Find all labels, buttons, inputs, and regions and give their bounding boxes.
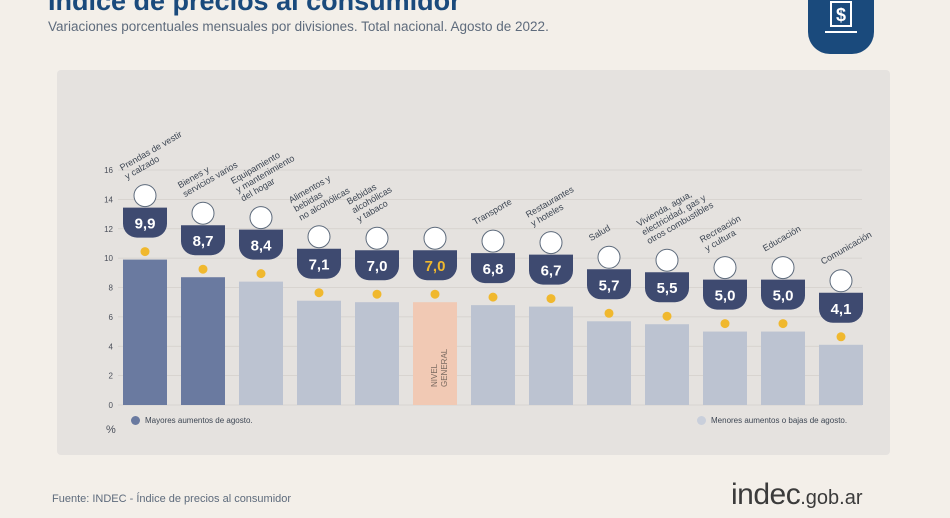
data-label: 6,7 [541,263,562,280]
value-badge [239,229,283,260]
bar-dot [778,319,788,329]
legend-lower-swatch [697,416,706,425]
legend-higher: Mayores aumentos de agosto. [131,416,253,425]
legend-lower-label: Menores aumentos o bajas de agosto. [711,416,848,425]
category-icon [481,229,505,253]
y-tick-label: 14 [104,195,113,204]
value-badge [645,272,689,303]
category-label: Alimentos ybebidasno alcohólicas [287,168,352,223]
category-label: NIVELGENERAL [430,348,449,387]
value-badge [471,253,515,284]
data-label: 7,1 [309,257,330,274]
category-label: Transporte [471,197,513,227]
page-subtitle: Variaciones porcentuales mensuales por d… [48,19,549,34]
y-tick-label: 0 [109,401,114,410]
category-label: Bienes yservicios varios [176,151,240,199]
bar [355,302,399,405]
value-badge [123,207,167,238]
bar [587,321,631,405]
bar [761,331,805,405]
data-label: 8,7 [193,233,214,250]
bar [181,277,225,405]
bar-dot [430,289,440,299]
source-note: Fuente: INDEC - Índice de precios al con… [52,493,292,505]
category-label: Prendas de vestiry calzado [118,129,189,181]
y-tick-label: 16 [104,166,113,175]
data-label: 8,4 [251,238,273,255]
category-label: Comunicación [819,229,873,266]
category-icon [597,245,621,269]
data-label: 5,0 [715,288,736,305]
bar [703,331,747,405]
category-icon [365,226,389,250]
y-tick-label: 12 [104,225,113,234]
data-label: 6,8 [483,261,504,278]
bar [297,300,341,405]
dollar-document-icon: $ [825,1,857,33]
category-icon [655,248,679,272]
bar-dot [546,294,556,304]
y-tick-label: 2 [109,372,114,381]
bar [123,259,167,405]
data-label: 7,0 [367,258,388,275]
category-label: Educación [761,224,802,254]
data-label: 5,0 [773,288,794,305]
category-label: Recreacióny cultura [698,213,747,253]
svg-text:$: $ [836,5,846,25]
legend-higher-swatch [131,416,140,425]
category-icon [191,201,215,225]
data-label: 7,0 [425,258,446,275]
y-tick-label: 6 [109,313,114,322]
category-label: Salud [587,223,612,243]
bar [413,302,457,405]
value-badge [761,279,805,310]
y-axis-label: % [106,424,116,436]
bar-dot [372,289,382,299]
legend-lower: Menores aumentos o bajas de agosto. [697,416,847,425]
legend-higher-label: Mayores aumentos de agosto. [145,416,253,425]
bar-dot [314,288,324,298]
bar-dot [604,308,614,318]
value-badge [819,292,863,323]
bar-dot [720,319,730,329]
data-label: 4,1 [831,301,852,318]
data-label: 5,7 [599,277,620,294]
indec-logo: indec.gob.ar [731,478,863,511]
y-tick-label: 8 [109,284,114,293]
bar [529,306,573,405]
bar [645,324,689,405]
logo-badge: $ [808,0,874,54]
category-label: Restaurantesy hoteles [524,184,581,228]
bar-dot [256,269,266,279]
bar [471,305,515,405]
value-badge [355,250,399,281]
bar [239,281,283,405]
value-badge [529,254,573,285]
data-label: 9,9 [135,216,156,233]
category-icon [713,256,737,280]
category-icon [829,269,853,293]
bar [819,344,863,405]
value-badge [703,279,747,310]
y-tick-label: 4 [109,342,114,351]
y-tick-label: 10 [104,254,113,263]
value-badge [587,269,631,300]
category-icon [133,184,157,208]
category-icon [539,231,563,255]
bar-dot [140,247,150,257]
value-badge [413,250,457,281]
bar-dot [198,264,208,274]
value-badge [181,225,225,256]
page-title: Índice de precios al consumidor [48,0,461,16]
category-icon [771,256,795,280]
category-icon [307,225,331,249]
bar-dot [488,292,498,302]
bar-dot [836,332,846,342]
category-icon [249,206,273,230]
data-label: 5,5 [657,280,678,297]
category-icon [423,226,447,250]
value-badge [297,248,341,279]
bar-dot [662,311,672,321]
